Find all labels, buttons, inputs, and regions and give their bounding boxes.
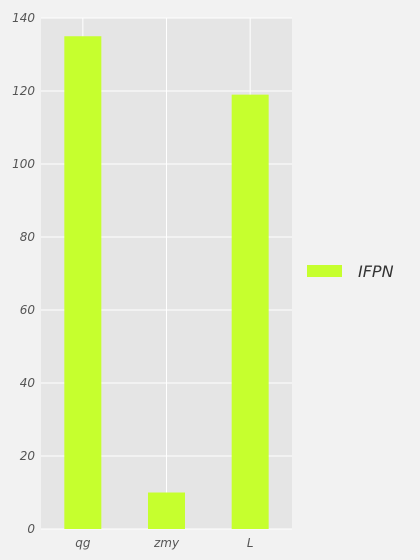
bar-qg [64, 36, 102, 529]
x-tick-label: L [247, 536, 254, 550]
y-tick-label: 60 [20, 303, 36, 317]
y-tick-label: 40 [20, 376, 36, 390]
x-tick-label: qg [75, 536, 91, 550]
bars [64, 36, 269, 530]
x-tick-label: zmy [153, 536, 180, 550]
y-tick-label: 140 [12, 11, 35, 25]
bar-l [231, 94, 269, 530]
legend: IFPN [307, 262, 394, 281]
legend-swatch-ifpn [307, 265, 342, 277]
y-tick-label: 20 [20, 449, 36, 463]
y-tick-label: 80 [20, 230, 36, 244]
y-axis: 0 20 40 60 80 100 120 140 [12, 11, 35, 536]
y-tick-label: 0 [27, 522, 35, 536]
y-tick-label: 100 [12, 157, 35, 171]
bar-zmy [148, 492, 185, 529]
x-axis: qg zmy L [75, 536, 253, 550]
y-tick-label: 120 [12, 84, 35, 98]
legend-label-ifpn: IFPN [358, 262, 394, 281]
